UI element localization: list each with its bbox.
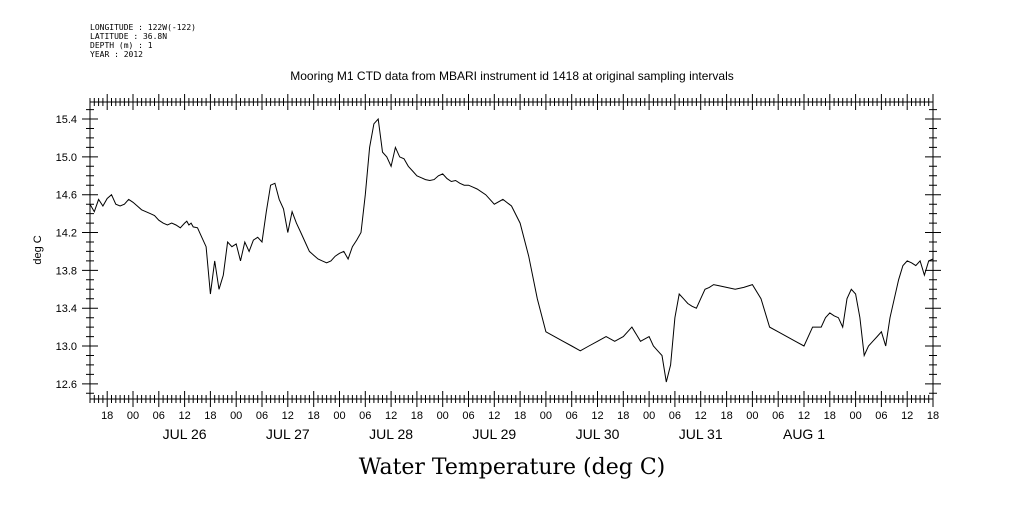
x-tick-label: 18 — [824, 410, 836, 422]
year-label: YEAR : 2012 — [90, 50, 143, 59]
x-tick-label: 00 — [643, 410, 655, 422]
temperature-series-line — [89, 117, 934, 383]
day-label: JUL 30 — [576, 426, 620, 442]
y-tick-label: 13.0 — [56, 341, 77, 353]
day-label: AUG 1 — [783, 426, 825, 442]
x-tick-label: 18 — [514, 410, 526, 422]
x-tick-label: 18 — [617, 410, 629, 422]
y-tick-label: 14.6 — [56, 190, 77, 202]
x-tick-label: 00 — [230, 410, 242, 422]
tick-marks — [82, 94, 941, 407]
y-tick-label: 12.6 — [56, 379, 77, 391]
day-label: JUL 28 — [369, 426, 413, 442]
x-tick-label: 06 — [153, 410, 165, 422]
x-tick-label: 12 — [901, 410, 913, 422]
y-tick-label: 15.4 — [56, 114, 77, 126]
x-tick-label: 06 — [462, 410, 474, 422]
x-tick-labels: 18 00 06 12 18 00 06 12 18 00 06 12 18 00 06 12 18 00 06 12… — [101, 410, 939, 422]
x-tick-label: 06 — [772, 410, 784, 422]
plot-frame — [89, 101, 934, 400]
x-axis-label: Water Temperature (deg C) — [359, 455, 666, 480]
day-label: JUL 31 — [679, 426, 723, 442]
x-tick-label: 18 — [927, 410, 939, 422]
x-tick-label: 18 — [101, 410, 113, 422]
x-tick-label: 00 — [437, 410, 449, 422]
x-tick-label: 12 — [488, 410, 500, 422]
y-tick-label: 13.4 — [56, 303, 77, 315]
x-tick-label: 12 — [385, 410, 397, 422]
day-label: JUL 29 — [472, 426, 516, 442]
longitude-label: LONGITUDE : 122W(-122) — [90, 23, 196, 32]
tick-path — [82, 94, 941, 407]
day-label: JUL 27 — [266, 426, 310, 442]
x-tick-label: 12 — [695, 410, 707, 422]
x-tick-label: 18 — [720, 410, 732, 422]
x-tick-label: 18 — [204, 410, 216, 422]
x-tick-label: 00 — [540, 410, 552, 422]
x-tick-label: 12 — [178, 410, 190, 422]
x-tick-label: 06 — [566, 410, 578, 422]
latitude-label: LATITUDE : 36.8N — [90, 32, 167, 41]
depth-label: DEPTH (m) : 1 — [90, 41, 153, 50]
x-tick-label: 12 — [282, 410, 294, 422]
x-tick-label: 06 — [875, 410, 887, 422]
y-tick-labels: 12.6 13.0 13.4 13.8 14.2 14.6 15.0 15.4 — [56, 114, 77, 391]
x-tick-label: 12 — [798, 410, 810, 422]
x-tick-label: 06 — [256, 410, 268, 422]
y-tick-label: 14.2 — [56, 228, 77, 240]
x-tick-label: 06 — [669, 410, 681, 422]
y-tick-label: 13.8 — [56, 265, 77, 277]
y-axis-label: deg C — [32, 235, 44, 264]
chart-title: Mooring M1 CTD data from MBARI instrumen… — [290, 69, 734, 83]
x-tick-label: 12 — [591, 410, 603, 422]
x-tick-label: 00 — [127, 410, 139, 422]
x-tick-label: 06 — [359, 410, 371, 422]
x-tick-label: 00 — [849, 410, 861, 422]
day-label: JUL 26 — [163, 426, 207, 442]
x-tick-label: 18 — [411, 410, 423, 422]
x-tick-label: 00 — [333, 410, 345, 422]
x-tick-label: 00 — [746, 410, 758, 422]
y-tick-label: 15.0 — [56, 152, 77, 164]
x-tick-label: 18 — [308, 410, 320, 422]
day-labels: JUL 26 JUL 27 JUL 28 JUL 29 JUL 30 JUL 31 AUG … — [163, 426, 826, 442]
